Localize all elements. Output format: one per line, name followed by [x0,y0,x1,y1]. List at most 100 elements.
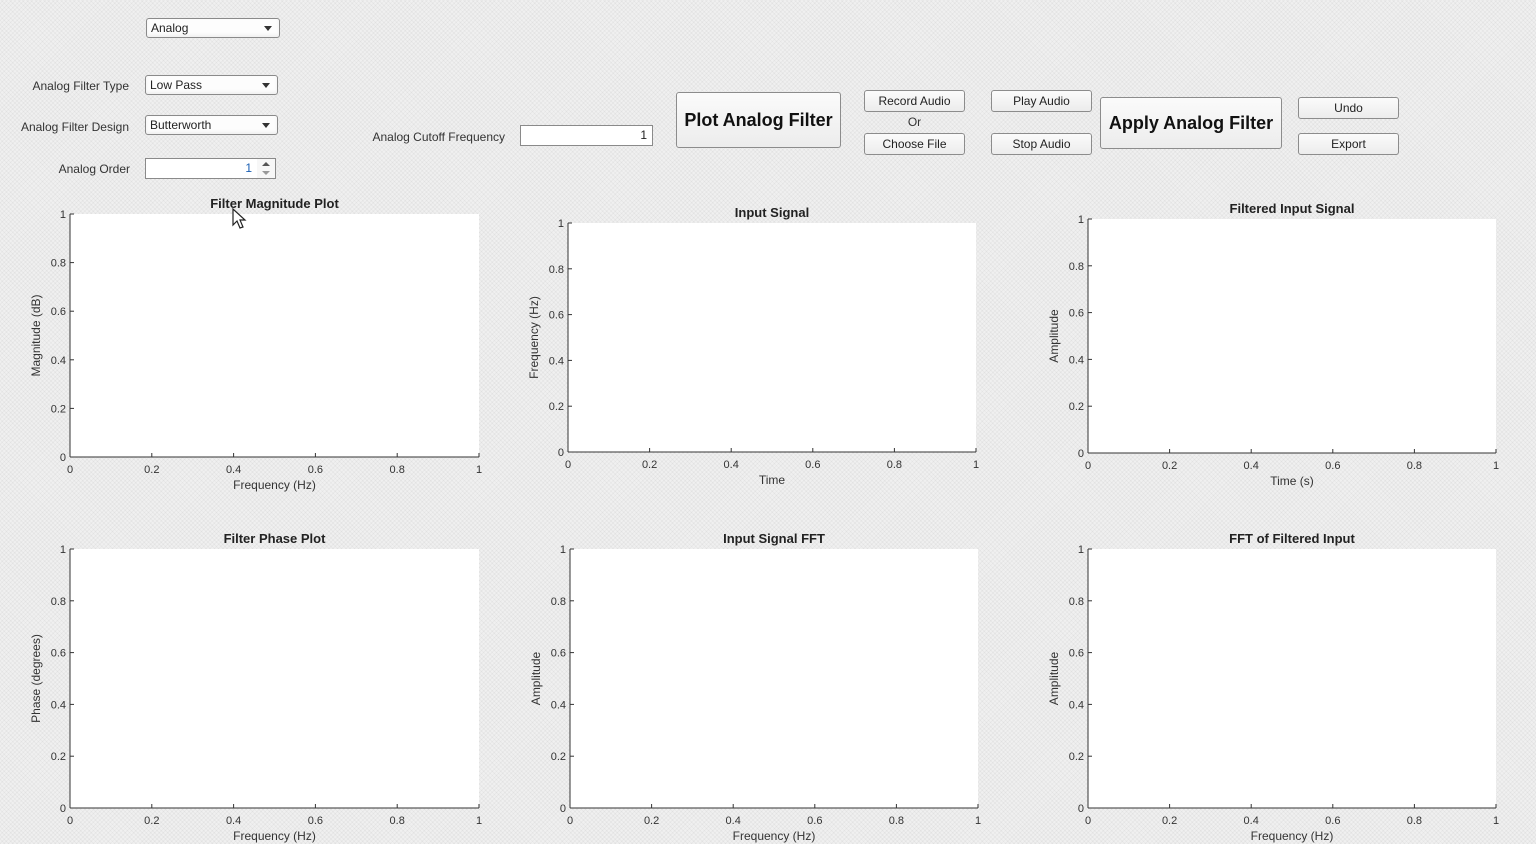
y-tick-label: 1 [1078,214,1084,226]
y-tick-label: 0.6 [1069,648,1084,660]
x-tick-label: 0.4 [724,459,739,471]
x-tick-label: 1 [476,815,482,827]
chart-title: Input Signal FFT [723,531,825,546]
x-tick-label: 0.2 [144,464,159,476]
plot-area [70,549,479,808]
apply-analog-filter-button[interactable]: Apply Analog Filter [1100,97,1282,149]
x-tick-label: 0.6 [805,459,820,471]
filter-design-dropdown[interactable]: Butterworth [145,115,278,135]
chevron-down-icon [262,123,270,128]
y-tick-label: 0.2 [551,751,566,763]
y-tick-label: 0.2 [1069,751,1084,763]
y-axis-label: Phase (degrees) [29,634,43,723]
x-tick-label: 1 [1493,815,1499,827]
y-tick-label: 0.6 [51,306,66,318]
x-tick-label: 0.4 [226,815,241,827]
cutoff-input[interactable]: 1 [520,125,653,146]
export-button[interactable]: Export [1298,133,1399,155]
plot-area [70,214,479,457]
y-tick-label: 1 [558,218,564,230]
y-tick-label: 0.4 [1069,699,1084,711]
undo-button[interactable]: Undo [1298,97,1399,119]
y-tick-label: 1 [60,209,66,221]
y-tick-label: 0.4 [1069,354,1084,366]
plot-analog-filter-button[interactable]: Plot Analog Filter [676,92,841,148]
phase-plot[interactable]: 0 0.2 0.4 0.6 0.8 1 0 0.2 0.4 0.6 0.8 1 Filter Phase… [0,525,510,844]
x-tick-label: 0.6 [308,815,323,827]
chevron-down-icon [264,26,272,31]
x-tick-label: 1 [975,815,981,827]
x-tick-label: 0 [1085,460,1091,472]
y-tick-label: 0.4 [551,699,566,711]
plot-area [568,223,976,452]
choose-file-button[interactable]: Choose File [864,133,965,155]
input-signal-plot[interactable]: 0 0.2 0.4 0.6 0.8 1 0 0.2 0.4 0.6 0.8 1 Input Signal… [510,195,1020,495]
filter-design-value: Butterworth [150,118,212,132]
or-text: Or [907,115,922,129]
stop-audio-button[interactable]: Stop Audio [991,133,1092,155]
x-tick-label: 0.8 [889,815,904,827]
y-tick-label: 0.6 [51,648,66,660]
chart-title: Filter Phase Plot [224,531,327,546]
filter-type-label: Analog Filter Type [32,79,130,93]
filtered-fft-plot[interactable]: 0 0.2 0.4 0.6 0.8 1 0 0.2 0.4 0.6 0.8 1 FFT of Filte… [1030,525,1530,844]
chart-title: Filter Magnitude Plot [210,196,339,211]
plot-area [570,549,978,808]
chart-title: FFT of Filtered Input [1229,531,1355,546]
filter-type-dropdown[interactable]: Low Pass [145,75,278,95]
y-tick-label: 0.4 [549,355,564,367]
y-tick-label: 0 [60,803,66,815]
y-tick-label: 0.4 [51,699,66,711]
y-tick-label: 1 [560,544,566,556]
y-tick-label: 0.2 [549,401,564,413]
y-tick-label: 0.6 [551,648,566,660]
x-axis-label: Frequency (Hz) [233,829,316,843]
x-tick-label: 0.4 [1244,460,1259,472]
x-tick-label: 0.6 [1325,815,1340,827]
y-tick-label: 0.8 [51,596,66,608]
y-tick-label: 0.6 [1069,308,1084,320]
y-tick-label: 0 [558,447,564,459]
x-axis-label: Frequency (Hz) [733,829,816,843]
y-tick-label: 0.2 [1069,401,1084,413]
y-tick-label: 0.8 [549,264,564,276]
record-audio-button[interactable]: Record Audio [864,90,965,112]
y-tick-label: 0.8 [551,596,566,608]
y-axis-label: Amplitude [1047,652,1061,706]
y-tick-label: 0.2 [51,403,66,415]
y-tick-label: 0 [560,803,566,815]
plot-area [1088,549,1496,808]
x-tick-label: 0.2 [642,459,657,471]
chart-title: Input Signal [735,205,809,220]
order-spinner[interactable]: 1 [145,158,258,179]
y-tick-label: 0.8 [1069,261,1084,273]
spinner-arrows-icon[interactable] [257,158,276,179]
x-tick-label: 0 [565,459,571,471]
y-tick-label: 0.6 [549,310,564,322]
filtered-input-plot[interactable]: 0 0.2 0.4 0.6 0.8 1 0 0.2 0.4 0.6 0.8 1 Filtered Inp… [1030,195,1530,495]
input-fft-plot[interactable]: 0 0.2 0.4 0.6 0.8 1 0 0.2 0.4 0.6 0.8 1 Input Signal… [510,525,1020,844]
magnitude-plot[interactable]: 0 0.2 0.4 0.6 0.8 1 0 0.2 0.4 0.6 0.8 1 Filter Magni… [0,190,510,505]
x-axis-label: Frequency (Hz) [233,478,316,492]
x-tick-label: 0.8 [887,459,902,471]
mode-dropdown[interactable]: Analog [146,18,280,38]
x-axis-label: Time [759,473,786,487]
y-axis-label: Magnitude (dB) [29,294,43,376]
order-label: Analog Order [58,162,130,176]
chevron-down-icon [262,83,270,88]
filter-type-value: Low Pass [150,78,203,92]
y-tick-label: 0.4 [51,355,66,367]
y-axis-label: Amplitude [529,652,543,706]
x-tick-label: 0.6 [807,815,822,827]
cutoff-value: 1 [640,128,647,142]
play-audio-button[interactable]: Play Audio [991,90,1092,112]
x-tick-label: 0 [1085,815,1091,827]
filter-design-label: Analog Filter Design [20,120,129,134]
x-tick-label: 0.8 [390,464,405,476]
x-axis-label: Frequency (Hz) [1251,829,1334,843]
y-tick-label: 0 [1078,448,1084,460]
x-tick-label: 0.4 [1244,815,1259,827]
y-axis-label: Amplitude [1047,309,1061,363]
x-tick-label: 0.8 [1407,815,1422,827]
x-tick-label: 0.2 [1162,815,1177,827]
